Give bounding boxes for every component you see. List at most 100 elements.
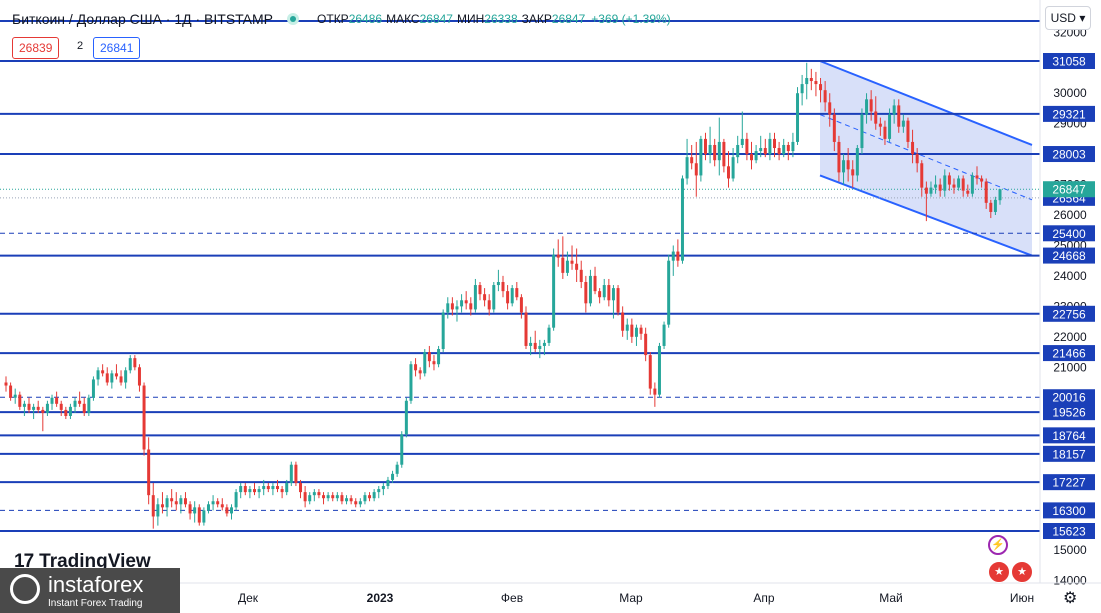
candle [423, 348, 427, 377]
candle [648, 352, 652, 395]
candle [299, 479, 303, 499]
candle [377, 486, 381, 499]
candle [819, 77, 823, 103]
candle [395, 461, 399, 477]
price-axis: 1400015000200002100022000230002400025000… [1043, 25, 1095, 587]
candle [621, 306, 625, 337]
candle [547, 324, 551, 346]
candle [437, 345, 441, 368]
symbol-title[interactable]: Биткоин / Доллар США · 1Д · BITSTAMP [12, 11, 274, 27]
candle [924, 181, 928, 222]
candle [671, 245, 675, 276]
quantity-value[interactable]: 2 [77, 40, 84, 52]
candle [657, 342, 661, 398]
high-label: МАКС [386, 12, 420, 26]
gear-icon[interactable]: ⚙ [1063, 590, 1078, 607]
candle [22, 400, 26, 416]
candle [239, 482, 243, 499]
candle [257, 486, 261, 499]
svg-text:29321: 29321 [1052, 107, 1086, 121]
candle [676, 239, 680, 267]
candle [91, 376, 95, 401]
candle [133, 355, 137, 371]
price-tick-label: 30000 [1053, 86, 1087, 100]
candle [814, 71, 818, 97]
level-price-label: 18157 [1043, 445, 1095, 462]
candle [717, 117, 721, 176]
candle [625, 318, 629, 340]
candle [372, 489, 376, 502]
candle [183, 492, 187, 508]
candle [888, 108, 892, 142]
candle [570, 245, 574, 270]
currency-select[interactable]: USD ▾ [1045, 6, 1091, 30]
candle [137, 364, 141, 392]
candle [55, 391, 59, 407]
candle [331, 492, 335, 502]
time-tick-label: Дек [238, 591, 259, 605]
lightning-icon[interactable]: ⚡ [988, 535, 1008, 555]
candle [970, 172, 974, 197]
candle [630, 318, 634, 343]
candle [934, 175, 938, 194]
candle [911, 129, 915, 164]
candle [588, 269, 592, 307]
candle [878, 117, 882, 136]
candle [335, 492, 339, 502]
svg-text:21466: 21466 [1052, 347, 1086, 361]
candle [943, 169, 947, 197]
tradingview-wordmark: TradingView [39, 551, 151, 572]
candle [975, 166, 979, 185]
level-price-label: 22756 [1043, 305, 1095, 322]
candle [216, 498, 220, 508]
candle [556, 239, 560, 267]
candle [906, 117, 910, 149]
candle [114, 364, 118, 380]
candle [73, 397, 77, 413]
candle [432, 355, 436, 371]
candle [345, 495, 349, 505]
candle [938, 178, 942, 197]
candle [644, 327, 648, 362]
candle [248, 486, 252, 499]
candle [202, 507, 206, 526]
candle [253, 482, 256, 496]
candle [50, 394, 54, 410]
candle [483, 288, 487, 307]
candle [473, 278, 477, 313]
candle [561, 236, 565, 279]
candle [193, 501, 197, 523]
candle [124, 367, 128, 389]
candle [842, 154, 846, 185]
us-flag-icon[interactable]: ★ [988, 561, 1010, 583]
price-channel [819, 60, 1033, 257]
candle [892, 99, 896, 124]
candle [368, 492, 372, 502]
candle [147, 437, 151, 505]
candle [980, 175, 984, 188]
candle [782, 138, 786, 158]
instaforex-logo-icon [10, 574, 40, 604]
candle [294, 461, 298, 487]
buy-button[interactable]: 26841 [93, 37, 141, 59]
candle [82, 397, 86, 416]
candle [598, 288, 602, 304]
open-label: ОТКР [317, 12, 349, 26]
candle [519, 294, 523, 319]
level-price-label: 28003 [1043, 146, 1095, 163]
candle [699, 135, 703, 182]
candle [510, 285, 514, 307]
us-flag-icon-2[interactable]: ★ [1011, 561, 1033, 583]
high-value: 26847 [419, 12, 453, 26]
level-price-label: 24668 [1043, 247, 1095, 264]
candle [68, 403, 72, 420]
candle [506, 285, 510, 310]
price-tick-label: 24000 [1053, 269, 1087, 283]
sell-button[interactable]: 26839 [12, 37, 60, 59]
time-axis: Дек 2023 Фев Мар Апр Май Июн [238, 591, 1034, 605]
market-status-icon [287, 13, 300, 25]
candle [32, 403, 36, 420]
svg-text:24668: 24668 [1052, 249, 1086, 263]
candle [533, 330, 537, 353]
